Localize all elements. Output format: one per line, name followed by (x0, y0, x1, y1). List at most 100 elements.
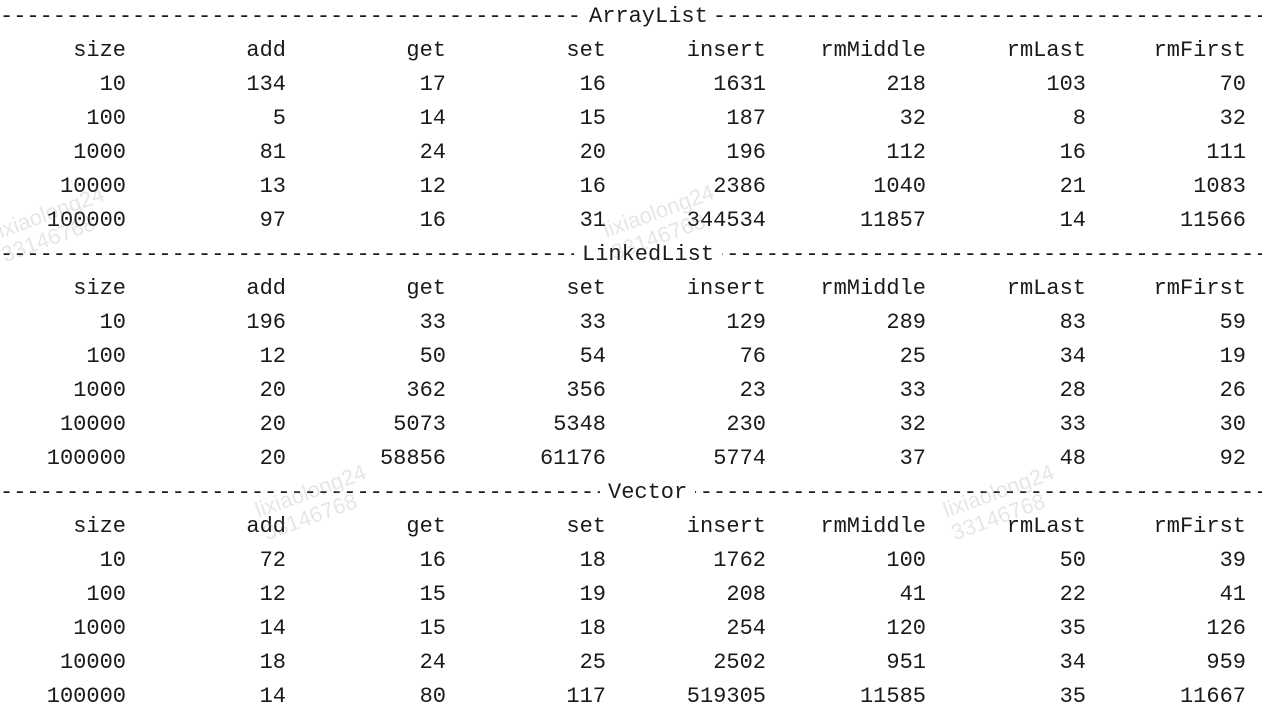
table-cell: 356 (566, 378, 606, 403)
table-row: 100000 20 58856 61176 5774 37 48 92 (0, 442, 1266, 476)
table-cell: 16 (419, 548, 446, 573)
column-header: add (246, 514, 286, 539)
table-cell: 12 (259, 344, 286, 369)
table-cell: 34 (1059, 650, 1086, 675)
table-cell: 92 (1219, 446, 1246, 471)
table-cell: 50 (419, 344, 446, 369)
table-cell: 1762 (713, 548, 766, 573)
column-header: set (566, 276, 606, 301)
table-cell: 25 (899, 344, 926, 369)
column-header: rmMiddle (820, 514, 926, 539)
table-cell: 1083 (1193, 174, 1246, 199)
table-cell: 32 (1219, 106, 1246, 131)
table-cell: 289 (886, 310, 926, 335)
column-header: set (566, 38, 606, 63)
table-cell: 12 (259, 582, 286, 607)
table-row: 10000 13 12 16 2386 1040 21 1083 (0, 170, 1266, 204)
table-cell: 100000 (46, 446, 126, 471)
table-cell: 70 (1219, 72, 1246, 97)
table-cell: 2502 (713, 650, 766, 675)
table-cell: 951 (886, 650, 926, 675)
table-cell: 117 (566, 684, 606, 709)
table-cell: 10 (99, 310, 126, 335)
section-title: Vector (600, 476, 696, 510)
table-cell: 15 (579, 106, 606, 131)
column-header: get (406, 514, 446, 539)
table-cell: 24 (419, 140, 446, 165)
table-cell: 13 (259, 174, 286, 199)
table-cell: 129 (726, 310, 766, 335)
column-header: rmFirst (1153, 276, 1246, 301)
table-cell: 196 (726, 140, 766, 165)
table-cell: 34 (1059, 344, 1086, 369)
table-cell: 100000 (46, 684, 126, 709)
table-cell: 18 (259, 650, 286, 675)
table-cell: 196 (246, 310, 286, 335)
table-cell: 16 (579, 72, 606, 97)
column-header: rmMiddle (820, 276, 926, 301)
section-separator: ----------------------------------------… (0, 0, 1266, 34)
table-cell: 187 (726, 106, 766, 131)
table-cell: 58856 (379, 446, 446, 471)
table-cell: 37 (899, 446, 926, 471)
column-header: rmLast (1006, 276, 1086, 301)
column-header: get (406, 38, 446, 63)
table-cell: 41 (1219, 582, 1246, 607)
table-cell: 20 (579, 140, 606, 165)
section-separator: ----------------------------------------… (0, 476, 1266, 510)
table-cell: 5774 (713, 446, 766, 471)
table-cell: 1040 (873, 174, 926, 199)
column-header: get (406, 276, 446, 301)
table-cell: 10000 (59, 412, 126, 437)
column-header: insert (686, 38, 766, 63)
section-title: LinkedList (574, 238, 723, 272)
table-cell: 1631 (713, 72, 766, 97)
column-header: add (246, 38, 286, 63)
table-cell: 11857 (859, 208, 926, 233)
table-cell: 112 (886, 140, 926, 165)
table-cell: 362 (406, 378, 446, 403)
table-cell: 519305 (686, 684, 766, 709)
table-cell: 344534 (686, 208, 766, 233)
table-cell: 10000 (59, 650, 126, 675)
table-cell: 100 (86, 106, 126, 131)
table-cell: 16 (1059, 140, 1086, 165)
table-row: 1000 81 24 20 196 112 16 111 (0, 136, 1266, 170)
table-cell: 111 (1206, 140, 1246, 165)
column-header: add (246, 276, 286, 301)
table-row: 10 72 16 18 1762 100 50 39 (0, 544, 1266, 578)
table-cell: 81 (259, 140, 286, 165)
table-cell: 97 (259, 208, 286, 233)
table-cell: 10000 (59, 174, 126, 199)
table-cell: 5073 (393, 412, 446, 437)
table-cell: 33 (899, 378, 926, 403)
table-cell: 23 (739, 378, 766, 403)
column-header: insert (686, 276, 766, 301)
table-cell: 59 (1219, 310, 1246, 335)
table-row: 10 134 17 16 1631 218 103 70 (0, 68, 1266, 102)
column-header: size (73, 514, 126, 539)
table-cell: 5348 (553, 412, 606, 437)
table-header-row: size add get set insert rmMiddle rmLast rmFirst (0, 34, 1266, 68)
table-cell: 35 (1059, 616, 1086, 641)
table-row: 10 196 33 33 129 289 83 59 (0, 306, 1266, 340)
table-cell: 33 (419, 310, 446, 335)
table-cell: 959 (1206, 650, 1246, 675)
table-cell: 24 (419, 650, 446, 675)
table-cell: 14 (1059, 208, 1086, 233)
table-cell: 41 (899, 582, 926, 607)
table-cell: 19 (1219, 344, 1246, 369)
table-cell: 14 (419, 106, 446, 131)
table-cell: 22 (1059, 582, 1086, 607)
table-cell: 14 (259, 684, 286, 709)
table-cell: 103 (1046, 72, 1086, 97)
table-cell: 50 (1059, 548, 1086, 573)
table-row: 100 12 50 54 76 25 34 19 (0, 340, 1266, 374)
table-cell: 31 (579, 208, 606, 233)
table-cell: 15 (419, 582, 446, 607)
table-row: 1000 20 362 356 23 33 28 26 (0, 374, 1266, 408)
section-title: ArrayList (581, 0, 716, 34)
table-cell: 2386 (713, 174, 766, 199)
table-cell: 134 (246, 72, 286, 97)
table-cell: 28 (1059, 378, 1086, 403)
